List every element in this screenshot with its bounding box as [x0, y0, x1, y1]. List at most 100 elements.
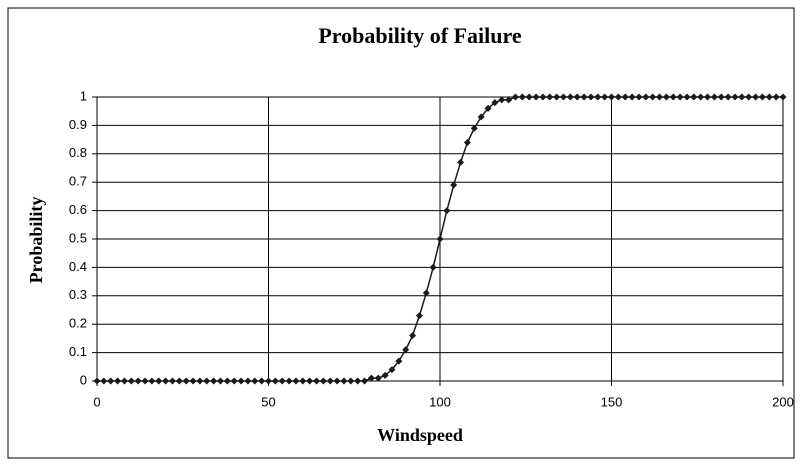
y-tick-label: 0.2	[69, 316, 87, 331]
chart-title: Probability of Failure	[318, 23, 522, 48]
marker	[710, 93, 718, 101]
marker	[216, 377, 224, 385]
marker	[498, 96, 506, 104]
marker	[388, 366, 396, 374]
marker	[525, 93, 533, 101]
marker	[175, 377, 183, 385]
marker	[463, 138, 471, 146]
marker	[690, 93, 698, 101]
marker	[278, 377, 286, 385]
marker	[162, 377, 170, 385]
marker	[436, 235, 444, 243]
marker	[422, 289, 430, 297]
marker	[313, 377, 321, 385]
marker	[683, 93, 691, 101]
marker	[450, 181, 458, 189]
marker	[114, 377, 122, 385]
marker	[230, 377, 238, 385]
marker	[168, 377, 176, 385]
marker	[518, 93, 526, 101]
marker	[594, 93, 602, 101]
marker	[285, 377, 293, 385]
marker	[244, 377, 252, 385]
marker	[662, 93, 670, 101]
marker	[237, 377, 245, 385]
marker	[635, 93, 643, 101]
x-tick-label: 150	[601, 394, 623, 409]
marker	[402, 346, 410, 354]
marker	[566, 93, 574, 101]
marker	[381, 371, 389, 379]
marker	[333, 377, 341, 385]
x-tick-label: 100	[429, 394, 451, 409]
marker	[491, 99, 499, 107]
marker	[532, 93, 540, 101]
marker	[374, 374, 382, 382]
marker	[415, 312, 423, 320]
marker	[340, 377, 348, 385]
marker	[772, 93, 780, 101]
x-tick-label: 50	[261, 394, 275, 409]
marker	[724, 93, 732, 101]
y-tick-label: 0	[80, 372, 87, 387]
marker	[614, 93, 622, 101]
y-tick-label: 0.9	[69, 117, 87, 132]
marker	[573, 93, 581, 101]
marker	[292, 377, 300, 385]
marker	[738, 93, 746, 101]
marker	[621, 93, 629, 101]
marker	[758, 93, 766, 101]
marker	[511, 93, 519, 101]
marker	[717, 93, 725, 101]
marker	[361, 377, 369, 385]
marker	[477, 113, 485, 121]
marker	[182, 377, 190, 385]
marker	[429, 263, 437, 271]
marker	[559, 93, 567, 101]
marker	[319, 377, 327, 385]
marker	[470, 124, 478, 132]
marker	[189, 377, 197, 385]
marker	[155, 377, 163, 385]
marker	[107, 377, 115, 385]
marker	[745, 93, 753, 101]
marker	[669, 93, 677, 101]
marker	[704, 93, 712, 101]
marker	[265, 377, 272, 385]
marker	[731, 93, 739, 101]
marker	[326, 377, 334, 385]
marker	[210, 377, 218, 385]
marker	[505, 96, 513, 104]
y-tick-label: 0.3	[69, 287, 87, 302]
marker	[120, 377, 128, 385]
y-tick-label: 0.6	[69, 202, 87, 217]
marker	[587, 93, 595, 101]
marker	[649, 93, 657, 101]
marker	[395, 357, 403, 365]
marker	[697, 93, 705, 101]
marker	[765, 93, 773, 101]
y-tick-label: 0.4	[69, 259, 87, 274]
marker	[223, 377, 231, 385]
marker	[539, 93, 547, 101]
marker	[601, 93, 609, 101]
marker	[100, 377, 108, 385]
marker	[203, 377, 211, 385]
marker	[258, 377, 266, 385]
x-axis-label: Windspeed	[377, 425, 463, 445]
marker	[409, 332, 417, 340]
marker	[457, 158, 465, 166]
marker	[306, 377, 314, 385]
y-tick-label: 0.1	[69, 344, 87, 359]
marker	[642, 93, 650, 101]
x-tick-label: 200	[772, 394, 794, 409]
marker	[148, 377, 156, 385]
marker	[484, 104, 492, 112]
marker	[196, 377, 204, 385]
marker	[608, 93, 615, 101]
marker	[553, 93, 561, 101]
y-axis-label: Probability	[26, 197, 46, 284]
y-tick-label: 0.5	[69, 230, 87, 245]
